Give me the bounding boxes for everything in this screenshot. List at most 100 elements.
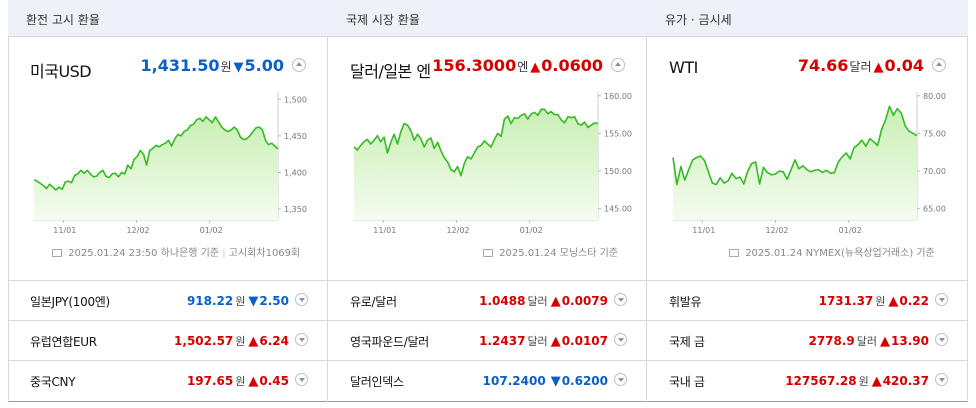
quote-unit: 달러 xyxy=(849,60,872,74)
quote-row[interactable]: 달러인덱스 107.2400 ▼ 0.6200 xyxy=(328,360,647,400)
main-quote-title: 미국USD xyxy=(30,62,92,81)
quote-value: 1,431.50 xyxy=(140,56,220,75)
quote-list: 휘발유 1731.37 원 ▲ 0.22 국제 금 2778.9 달러 ▲ 13.90 국내 금 12… xyxy=(647,280,968,400)
column-header[interactable]: 환전 고시 환율 xyxy=(8,0,328,37)
x-tick-label: 01/02 xyxy=(200,226,223,234)
row-unit: 달러 xyxy=(527,335,548,348)
header-title: 유가 · 금시세 xyxy=(665,13,732,27)
column-international-market: 국제 시장 환율 달러/일본 엔 156.3000 엔 ▲ 0.0600 160… xyxy=(328,0,647,408)
main-quote: 1,431.50 원 ▼ 5.00 xyxy=(141,56,306,75)
row-quote: 1731.37 원 ▲ 0.22 xyxy=(819,292,948,309)
usd-chart: 1,500 1,450 1,400 1,350 11/01 12/02 01/02 xyxy=(33,92,307,234)
expand-toggle-icon[interactable] xyxy=(295,293,308,306)
expand-toggle-icon[interactable] xyxy=(935,373,948,386)
column-header[interactable]: 유가 · 금시세 xyxy=(647,0,968,37)
series-line xyxy=(353,108,599,177)
quote-unit: 엔 xyxy=(517,60,529,74)
quote-value: 74.66 xyxy=(797,56,849,75)
row-quote: 127567.28 원 ▲ 420.37 xyxy=(785,372,948,389)
row-name: 일본JPY(100엔) xyxy=(30,295,110,309)
row-value: 107.2400 xyxy=(482,374,546,388)
row-change: 2.50 xyxy=(259,294,289,308)
footnote-source: 하나은행 기준 xyxy=(160,248,220,259)
y-tick-label: 1,450 xyxy=(284,132,307,141)
quote-change: 0.04 xyxy=(884,56,924,75)
expand-toggle-icon[interactable] xyxy=(614,373,627,386)
header-title: 국제 시장 환율 xyxy=(346,13,420,27)
expand-toggle-icon[interactable] xyxy=(614,293,627,306)
row-unit: 원 xyxy=(235,375,246,388)
x-tick-label: 01/02 xyxy=(839,226,862,234)
footnote-extra: 고시회차1069회 xyxy=(228,248,301,259)
up-arrow-icon: ▲ xyxy=(248,374,259,389)
row-value: 127567.28 xyxy=(785,374,857,388)
main-quote-title: 달러/일본 엔 xyxy=(350,62,431,81)
expand-toggle-icon[interactable] xyxy=(295,373,308,386)
expand-toggle-icon[interactable] xyxy=(935,293,948,306)
chart-footnote: 2025.01.24 모닝스타 기준 xyxy=(483,244,618,259)
y-tick-label: 75.00 xyxy=(923,129,946,138)
main-quote: 156.3000 엔 ▲ 0.0600 xyxy=(432,56,625,75)
row-name: 국내 금 xyxy=(669,375,705,389)
down-arrow-icon: ▼ xyxy=(550,374,561,389)
row-change: 6.24 xyxy=(259,334,289,348)
quote-row[interactable]: 국내 금 127567.28 원 ▲ 420.37 xyxy=(647,360,968,400)
quote-row[interactable]: 중국CNY 197.65 원 ▲ 0.45 xyxy=(8,360,328,400)
up-arrow-icon: ▲ xyxy=(873,60,884,75)
up-arrow-icon: ▲ xyxy=(871,374,882,389)
footnote-date: 2025.01.24 xyxy=(745,248,803,259)
y-tick-label: 1,500 xyxy=(284,95,307,104)
row-name: 영국파운드/달러 xyxy=(350,335,429,349)
expand-toggle-icon[interactable] xyxy=(295,333,308,346)
quote-row[interactable]: 국제 금 2778.9 달러 ▲ 13.90 xyxy=(647,320,968,360)
row-quote: 1,502.57 원 ▲ 6.24 xyxy=(174,332,308,349)
quote-row[interactable]: 일본JPY(100엔) 918.22 원 ▼ 2.50 xyxy=(8,280,328,320)
x-tick-label: 12/02 xyxy=(446,226,469,234)
area-fill xyxy=(354,109,598,220)
column-divider xyxy=(646,0,647,402)
row-value: 918.22 xyxy=(186,294,234,308)
collapse-toggle-icon[interactable] xyxy=(611,58,625,72)
row-change: 0.22 xyxy=(899,294,929,308)
column-oil-gold: 유가 · 금시세 WTI 74.66 달러 ▲ 0.04 80.00 75.00 7… xyxy=(647,0,968,408)
row-quote: 1.2437 달러 ▲ 0.0107 xyxy=(479,332,627,349)
footnote-date: 2025.01.24 xyxy=(499,248,557,259)
quote-row[interactable]: 유럽연합EUR 1,502.57 원 ▲ 6.24 xyxy=(8,320,328,360)
chart-footnote: 2025.01.24 NYMEX(뉴욕상업거래소) 기준 xyxy=(729,244,935,259)
expand-toggle-icon[interactable] xyxy=(935,333,948,346)
expand-toggle-icon[interactable] xyxy=(614,333,627,346)
row-quote: 197.65 원 ▲ 0.45 xyxy=(187,372,308,389)
x-tick-label: 11/01 xyxy=(692,226,715,234)
row-name: 중국CNY xyxy=(30,375,76,389)
y-tick-label: 155.00 xyxy=(604,129,632,138)
up-arrow-icon: ▲ xyxy=(550,334,561,349)
quote-value: 156.3000 xyxy=(432,56,517,75)
down-arrow-icon: ▼ xyxy=(248,294,259,309)
row-change: 0.0107 xyxy=(561,334,608,348)
row-name: 휘발유 xyxy=(669,295,702,309)
document-icon xyxy=(729,249,739,257)
up-arrow-icon: ▲ xyxy=(530,60,541,75)
y-tick-label: 145.00 xyxy=(604,205,632,214)
footnote-source: 모닝스타 기준 xyxy=(559,248,619,259)
row-unit: 달러 xyxy=(856,335,878,348)
row-unit: 원 xyxy=(875,295,886,308)
row-quote: 918.22 원 ▼ 2.50 xyxy=(187,292,308,309)
y-tick-label: 65.00 xyxy=(923,205,946,214)
y-tick-label: 70.00 xyxy=(923,167,946,176)
collapse-toggle-icon[interactable] xyxy=(932,58,946,72)
quote-row[interactable]: 영국파운드/달러 1.2437 달러 ▲ 0.0107 xyxy=(328,320,647,360)
column-header[interactable]: 국제 시장 환율 xyxy=(328,0,647,37)
row-value: 197.65 xyxy=(186,374,234,388)
collapse-toggle-icon[interactable] xyxy=(292,58,306,72)
x-tick-label: 11/01 xyxy=(53,226,76,234)
quote-row[interactable]: 유로/달러 1.0488 달러 ▲ 0.0079 xyxy=(328,280,647,320)
quote-row[interactable]: 휘발유 1731.37 원 ▲ 0.22 xyxy=(647,280,968,320)
row-unit: 달러 xyxy=(527,295,548,308)
y-tick-label: 1,350 xyxy=(284,205,307,214)
quote-list: 유로/달러 1.0488 달러 ▲ 0.0079 영국파운드/달러 1.2437 달러 ▲ 0.0… xyxy=(328,280,647,400)
quote-change: 0.0600 xyxy=(541,56,603,75)
column-divider xyxy=(327,0,328,402)
quote-unit: 원 xyxy=(220,60,232,74)
